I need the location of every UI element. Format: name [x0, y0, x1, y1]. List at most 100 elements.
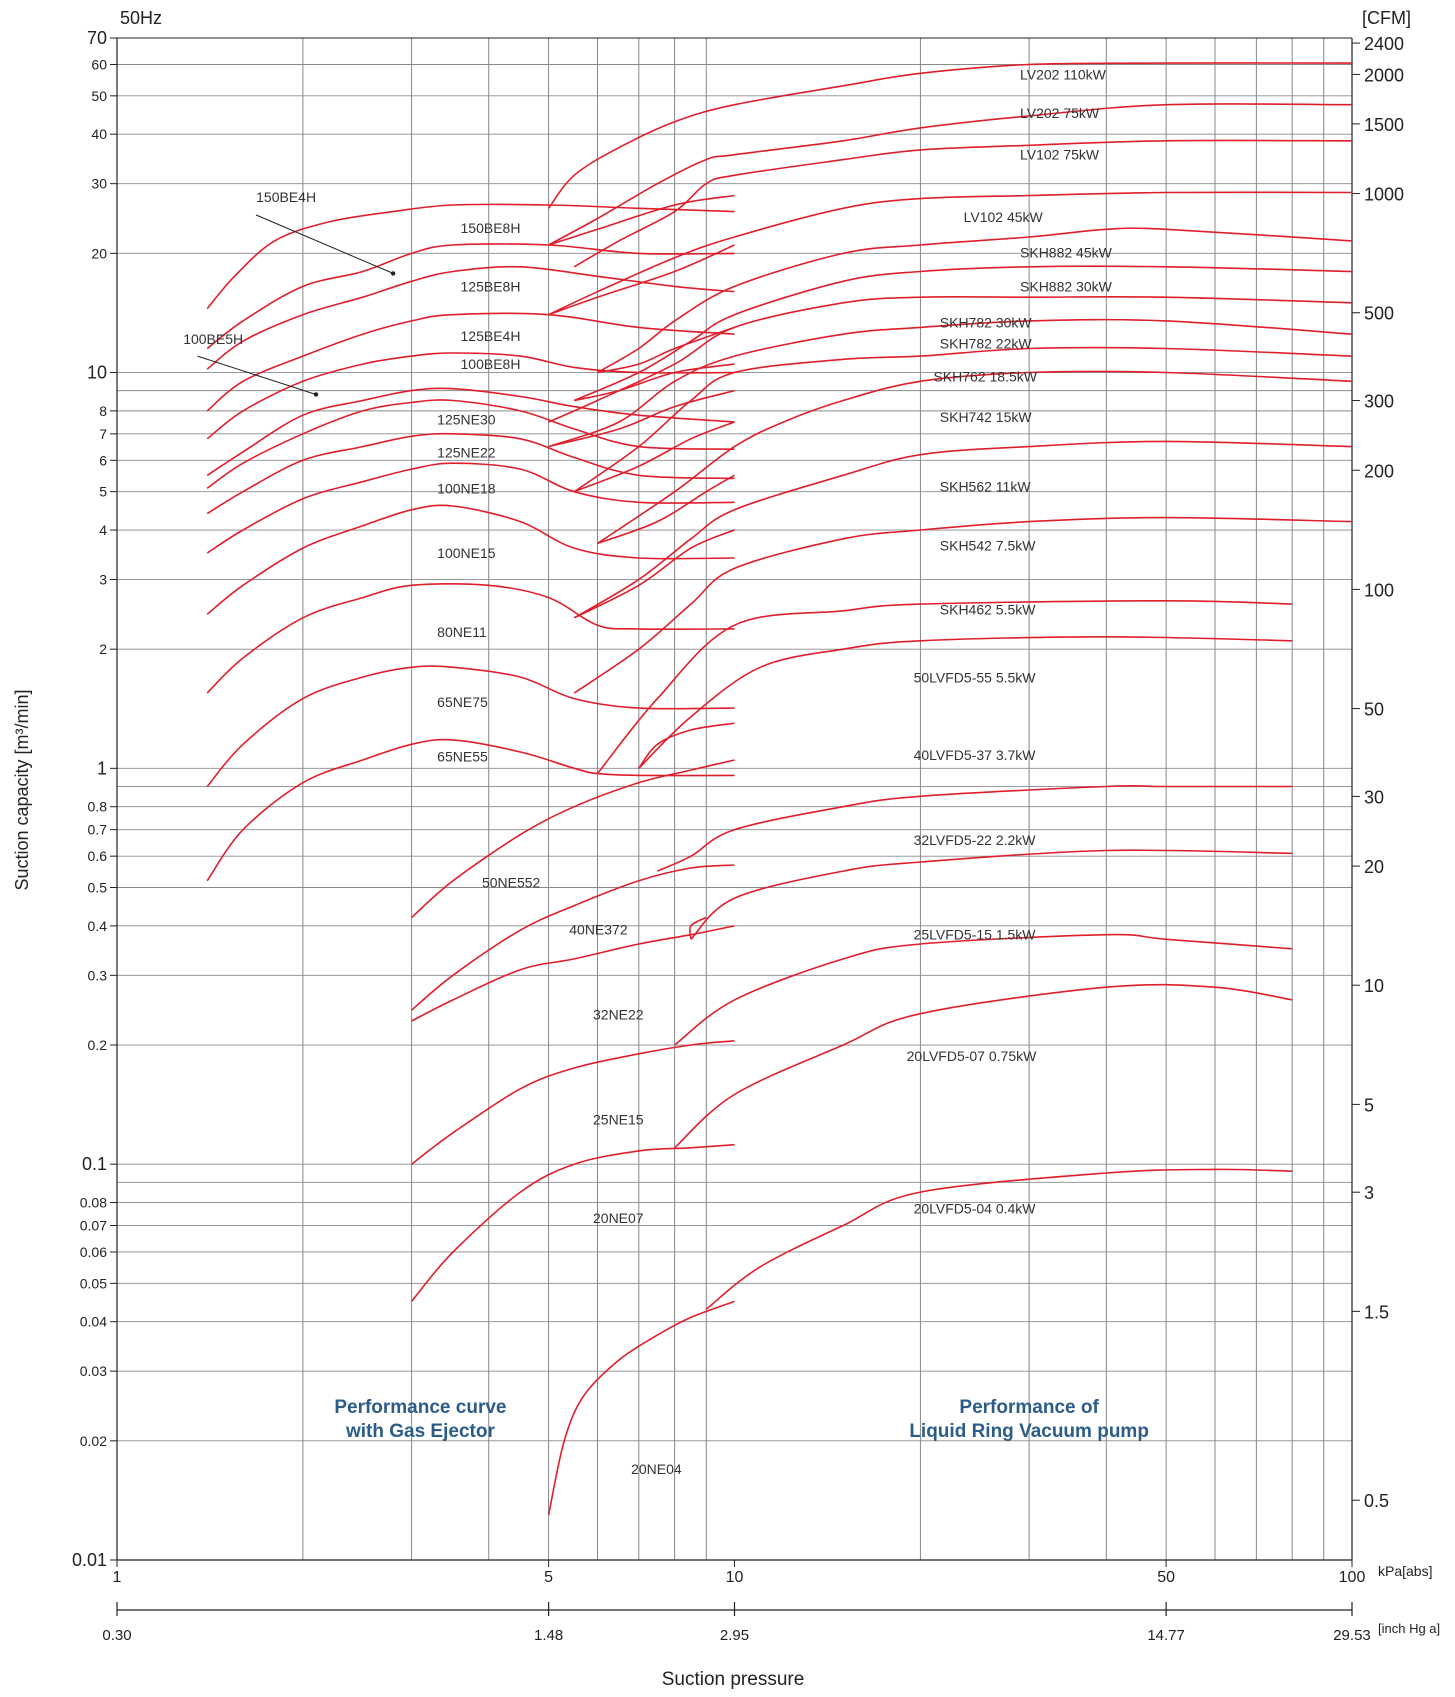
tick-labels: 0.01 0.02 0.03 0.04 0.05 0.06 0.07 0.08 0.1 0.2 0.… [72, 28, 1404, 1644]
pointer-dot [313, 392, 319, 397]
y2-tick-label: 1500 [1364, 115, 1404, 135]
series-label: 32LVFD5-22 2.2kW [914, 832, 1037, 848]
series-label: 65NE55 [437, 749, 488, 765]
y2-tick-label: 30 [1364, 787, 1384, 807]
section-labels: Performance curve with Gas EjectorPerform… [334, 1397, 1149, 1442]
x2-unit-label: [inch Hg a] [1378, 1621, 1440, 1636]
y-tick-label: 6 [99, 452, 107, 468]
y-tick-label: 3 [99, 571, 107, 587]
series-line [548, 318, 1353, 448]
y-tick-label: 0.3 [88, 967, 108, 983]
section-label-line: with Gas Ejector [345, 1421, 495, 1442]
series-label: LV202 75kW [1020, 105, 1100, 121]
y-tick-label: 0.01 [72, 1550, 107, 1570]
connector-line [597, 474, 735, 545]
x2-tick-label: 14.77 [1147, 1627, 1185, 1644]
series-label: LV202 110kW [1020, 66, 1107, 82]
series-line [206, 665, 735, 788]
series-label: 25NE15 [593, 1111, 644, 1127]
series-line [548, 191, 1353, 316]
connector-line [548, 244, 735, 316]
y2-tick-label: 0.5 [1364, 1491, 1389, 1511]
series-label: SKH882 30kW [1020, 279, 1113, 295]
y-tick-label: 40 [91, 126, 107, 142]
series-line [597, 370, 1353, 545]
y-tick-label: 0.7 [88, 822, 108, 838]
series-line [206, 387, 735, 476]
connector-line [573, 421, 735, 493]
x-tick-label: 10 [726, 1569, 744, 1586]
y2-tick-label: 300 [1364, 392, 1394, 412]
y2-tick-label: 200 [1364, 461, 1394, 481]
y-tick-label: 30 [91, 176, 107, 192]
series-label: 80NE11 [437, 624, 487, 640]
series-line [657, 784, 1293, 872]
series-line [674, 933, 1293, 1046]
series-label: 150BE8H [461, 220, 521, 236]
y2-tick-label: 50 [1364, 700, 1384, 720]
y-tick-label: 0.5 [88, 879, 108, 895]
y-tick-label: 0.8 [88, 799, 108, 815]
series-label: SKH542 7.5kW [940, 538, 1036, 554]
x2-tick-label: 1.48 [534, 1627, 563, 1644]
series-label: 20NE07 [593, 1210, 644, 1226]
y2-tick-label: 20 [1364, 857, 1384, 877]
y2-tick-label: 100 [1364, 580, 1394, 600]
series-line [206, 243, 735, 350]
series-lines [206, 62, 1353, 1516]
series-line [596, 599, 1293, 775]
series-label: 50NE552 [482, 874, 541, 890]
series-line [206, 583, 735, 694]
connector-line [574, 363, 735, 402]
y-tick-label: 0.6 [88, 848, 108, 864]
y2-tick-label: 1000 [1364, 185, 1404, 205]
y2-tick-label: 5 [1364, 1095, 1374, 1115]
y-axis-title: Suction capacity [m³/min] [12, 689, 32, 890]
series-line [411, 1040, 735, 1165]
section-label: Performance of Liquid Ring Vacuum pump [909, 1397, 1149, 1442]
x-tick-label: 1 [113, 1569, 122, 1586]
series-line [411, 759, 735, 919]
connector-line [638, 722, 735, 769]
y2-tick-label: 2000 [1364, 65, 1404, 85]
y-tick-label: 70 [87, 28, 107, 48]
series-label: SKH562 11kW [940, 479, 1032, 495]
y-tick-label: 0.4 [88, 918, 108, 934]
y-tick-label: 0.07 [80, 1217, 107, 1233]
y2-tick-label: 500 [1364, 304, 1394, 324]
pointer-dot [390, 271, 396, 276]
connector-line [548, 194, 735, 246]
series-line [690, 849, 1293, 940]
series-line [705, 1168, 1293, 1310]
series-line [597, 227, 1353, 374]
series-label: 65NE75 [437, 694, 488, 710]
y-tick-label: 20 [91, 245, 107, 261]
y2-tick-label: 3 [1364, 1183, 1374, 1203]
y-tick-label: 4 [99, 522, 107, 538]
series-label: 20NE04 [631, 1461, 682, 1477]
series-label: SKH762 18.5kW [933, 368, 1037, 384]
series-line [206, 462, 735, 554]
series-line [206, 432, 735, 515]
series-label: 125NE22 [437, 444, 496, 460]
x-tick-label: 5 [544, 1569, 553, 1586]
series-label: 100NE18 [437, 480, 496, 496]
pointer-line [197, 355, 317, 395]
series-line [206, 352, 735, 440]
pointer-line [255, 214, 394, 274]
section-label-line: Liquid Ring Vacuum pump [909, 1421, 1149, 1442]
y-tick-label: 60 [91, 56, 107, 72]
y-tick-label: 5 [99, 484, 107, 500]
y-tick-label: 0.06 [80, 1244, 107, 1260]
y-tick-label: 7 [99, 426, 107, 442]
section-label-line: Performance of [959, 1397, 1099, 1418]
series-label: 40NE372 [569, 922, 628, 938]
series-label: LV102 75kW [1020, 147, 1100, 163]
series-label: 50LVFD5-55 5.5kW [914, 669, 1037, 685]
series-label: 125BE8H [461, 279, 521, 295]
y2-tick-label: 1.5 [1364, 1302, 1389, 1322]
series-label: 100BE5H [183, 331, 243, 347]
series-line [548, 295, 1353, 423]
series-line [548, 103, 1353, 246]
connector-line [548, 389, 735, 448]
